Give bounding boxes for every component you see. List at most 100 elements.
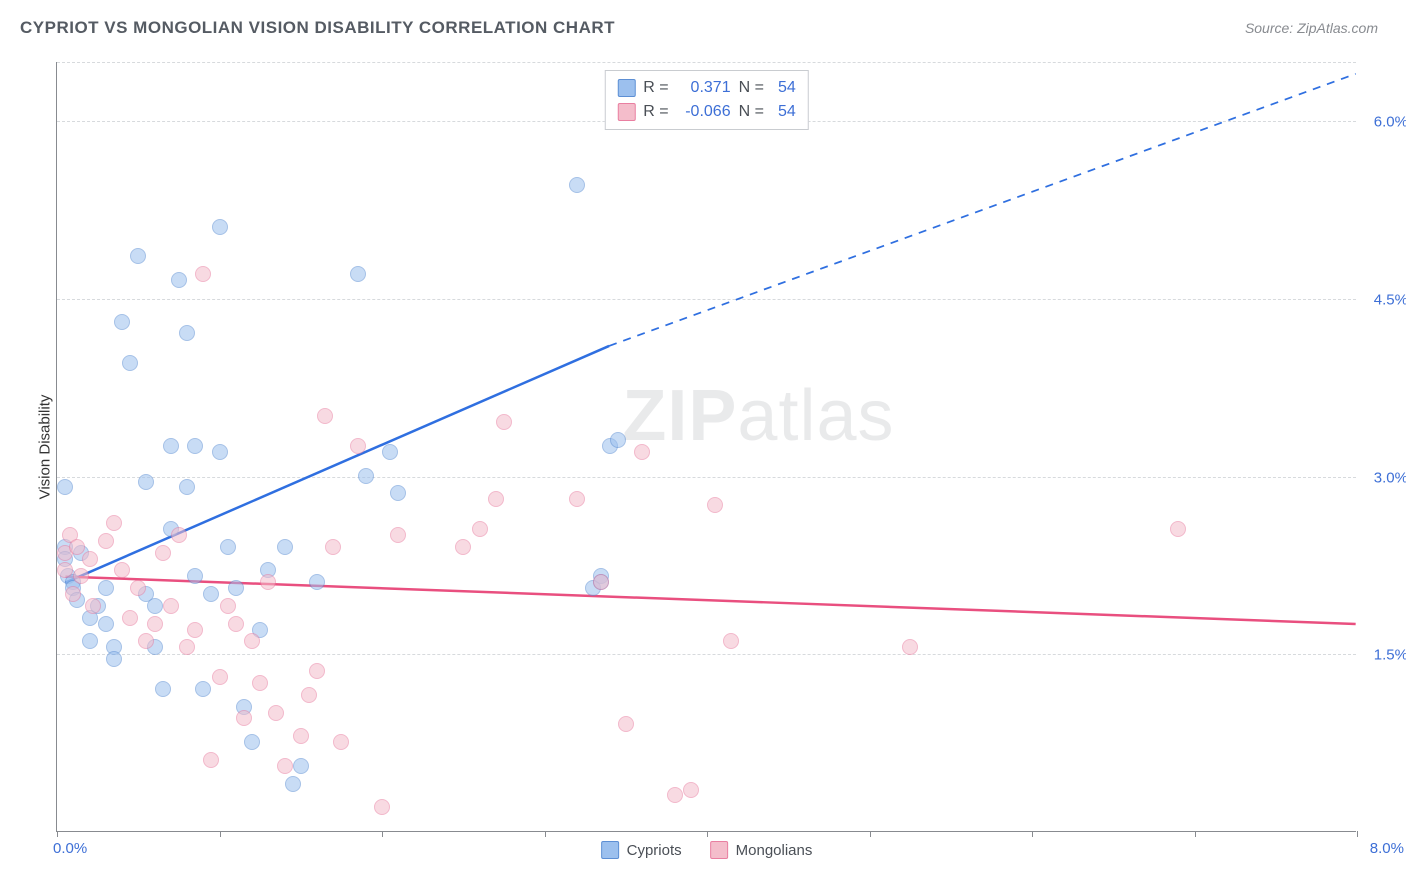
- data-point: [244, 734, 260, 750]
- data-point: [382, 444, 398, 460]
- x-tick: [870, 831, 871, 837]
- data-point: [455, 539, 471, 555]
- data-point: [610, 432, 626, 448]
- data-point: [390, 485, 406, 501]
- data-point: [667, 787, 683, 803]
- data-point: [333, 734, 349, 750]
- legend: CypriotsMongolians: [601, 841, 813, 859]
- y-tick-label: 6.0%: [1374, 114, 1406, 131]
- legend-item: Mongolians: [710, 841, 813, 859]
- gridline: [57, 62, 1356, 63]
- data-point: [203, 586, 219, 602]
- data-point: [114, 562, 130, 578]
- data-point: [106, 515, 122, 531]
- x-tick: [545, 831, 546, 837]
- data-point: [98, 616, 114, 632]
- data-point: [277, 539, 293, 555]
- data-point: [155, 681, 171, 697]
- gridline: 1.5%: [57, 654, 1356, 655]
- data-point: [220, 598, 236, 614]
- data-point: [187, 438, 203, 454]
- series-swatch: [617, 103, 635, 121]
- data-point: [390, 527, 406, 543]
- series-swatch: [601, 841, 619, 859]
- watermark: ZIPatlas: [622, 375, 894, 457]
- stats-row: R =0.371 N =54: [617, 76, 795, 100]
- data-point: [683, 782, 699, 798]
- data-point: [203, 752, 219, 768]
- data-point: [325, 539, 341, 555]
- y-tick-label: 1.5%: [1374, 647, 1406, 664]
- data-point: [163, 598, 179, 614]
- data-point: [130, 248, 146, 264]
- data-point: [130, 580, 146, 596]
- data-point: [228, 580, 244, 596]
- data-point: [569, 177, 585, 193]
- chart-title: CYPRIOT VS MONGOLIAN VISION DISABILITY C…: [20, 18, 615, 38]
- data-point: [244, 633, 260, 649]
- x-axis-max-label: 8.0%: [1370, 840, 1404, 857]
- gridline: 3.0%: [57, 477, 1356, 478]
- n-value: 54: [778, 76, 796, 100]
- data-point: [187, 568, 203, 584]
- n-label: N =: [739, 100, 764, 124]
- series-swatch: [617, 79, 635, 97]
- y-axis-label: Vision Disability: [37, 394, 54, 499]
- data-point: [57, 479, 73, 495]
- data-point: [195, 266, 211, 282]
- data-point: [69, 539, 85, 555]
- data-point: [147, 598, 163, 614]
- r-label: R =: [643, 100, 668, 124]
- data-point: [138, 474, 154, 490]
- trend-lines: [57, 62, 1356, 831]
- data-point: [98, 533, 114, 549]
- data-point: [569, 491, 585, 507]
- data-point: [212, 669, 228, 685]
- data-point: [350, 438, 366, 454]
- data-point: [179, 479, 195, 495]
- data-point: [155, 545, 171, 561]
- data-point: [138, 633, 154, 649]
- data-point: [707, 497, 723, 513]
- n-label: N =: [739, 76, 764, 100]
- data-point: [212, 219, 228, 235]
- data-point: [374, 799, 390, 815]
- data-point: [82, 633, 98, 649]
- data-point: [147, 616, 163, 632]
- series-swatch: [710, 841, 728, 859]
- data-point: [350, 266, 366, 282]
- data-point: [212, 444, 228, 460]
- data-point: [317, 408, 333, 424]
- gridline: 4.5%: [57, 299, 1356, 300]
- data-point: [488, 491, 504, 507]
- data-point: [187, 622, 203, 638]
- data-point: [179, 325, 195, 341]
- y-tick-label: 4.5%: [1374, 291, 1406, 308]
- data-point: [85, 598, 101, 614]
- data-point: [268, 705, 284, 721]
- x-axis-min-label: 0.0%: [53, 840, 87, 857]
- data-point: [179, 639, 195, 655]
- data-point: [122, 610, 138, 626]
- data-point: [593, 574, 609, 590]
- data-point: [285, 776, 301, 792]
- chart-container: Vision Disability 1.5%3.0%4.5%6.0% 0.0% …: [20, 52, 1380, 862]
- data-point: [634, 444, 650, 460]
- data-point: [277, 758, 293, 774]
- data-point: [236, 710, 252, 726]
- data-point: [260, 574, 276, 590]
- plot-area: Vision Disability 1.5%3.0%4.5%6.0% 0.0% …: [56, 62, 1356, 832]
- data-point: [309, 663, 325, 679]
- data-point: [122, 355, 138, 371]
- data-point: [618, 716, 634, 732]
- data-point: [73, 568, 89, 584]
- data-point: [496, 414, 512, 430]
- data-point: [114, 314, 130, 330]
- x-tick: [1032, 831, 1033, 837]
- data-point: [723, 633, 739, 649]
- stats-legend-box: R =0.371 N =54R =-0.066 N =54: [604, 70, 808, 130]
- data-point: [902, 639, 918, 655]
- data-point: [65, 586, 81, 602]
- x-tick: [57, 831, 58, 837]
- data-point: [106, 651, 122, 667]
